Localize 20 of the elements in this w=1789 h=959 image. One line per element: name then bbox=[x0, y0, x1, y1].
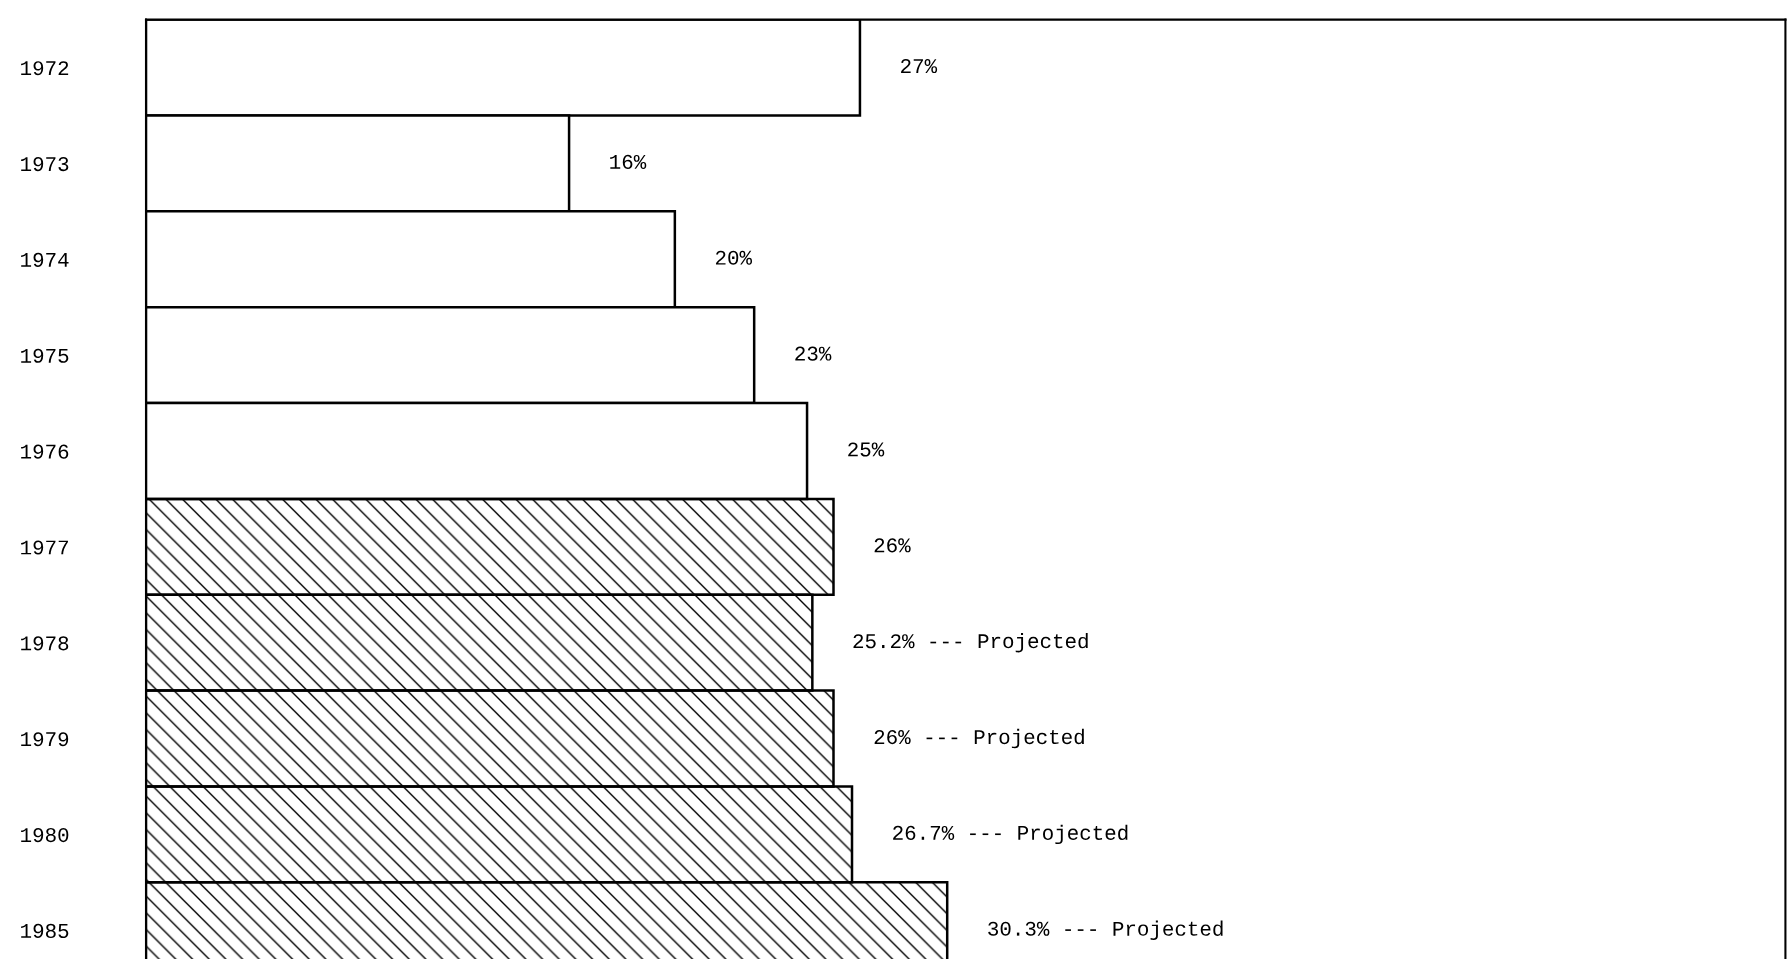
data-label: 27% bbox=[901, 58, 938, 74]
y-tick-label: 1978 bbox=[21, 636, 69, 651]
data-label: 30.3% --- Projected bbox=[988, 920, 1223, 940]
y-tick-label: 1985 bbox=[21, 923, 69, 938]
y-tick-label: 1972 bbox=[21, 61, 69, 76]
y-tick-label: 1977 bbox=[21, 540, 68, 555]
data-label: 25.2% --- Projected bbox=[853, 632, 1088, 653]
y-tick-label: 1980 bbox=[21, 828, 69, 843]
y-tick-label: 1973 bbox=[21, 156, 69, 172]
data-label: 16% bbox=[610, 154, 647, 169]
y-tick-label: 1975 bbox=[21, 348, 69, 363]
data-label: 26% bbox=[874, 538, 911, 553]
data-label: 26.7% --- Projected bbox=[893, 824, 1128, 845]
data-label: 26% --- Projected bbox=[874, 728, 1084, 749]
data-label: 23% bbox=[795, 346, 832, 361]
data-label: 20% bbox=[715, 250, 753, 265]
y-tick-label: 1976 bbox=[21, 444, 69, 459]
y-tick-label: 1979 bbox=[21, 732, 69, 747]
y-tick-label: 1974 bbox=[21, 252, 69, 267]
data-label: 25% bbox=[848, 442, 885, 457]
